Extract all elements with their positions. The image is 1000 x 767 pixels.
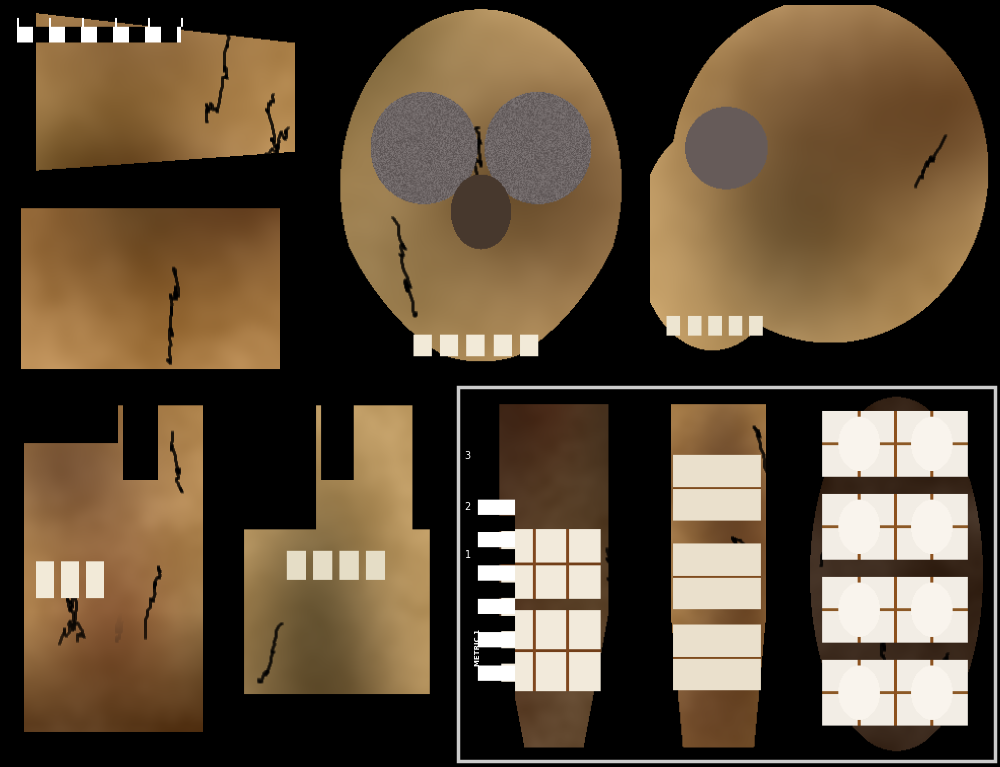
Text: 1: 1 [465, 550, 471, 561]
Text: METRIC 1: METRIC 1 [475, 629, 481, 666]
Text: A: A [25, 19, 46, 48]
Text: B: B [338, 19, 359, 48]
Text: 2: 2 [465, 502, 471, 512]
Text: C: C [655, 19, 675, 48]
Text: D: D [25, 390, 48, 418]
Text: E: E [248, 390, 267, 418]
Text: F: F [580, 390, 599, 418]
Text: H: H [872, 390, 895, 418]
Text: G: G [718, 390, 741, 418]
Bar [458, 387, 995, 761]
Text: 3: 3 [465, 451, 471, 461]
